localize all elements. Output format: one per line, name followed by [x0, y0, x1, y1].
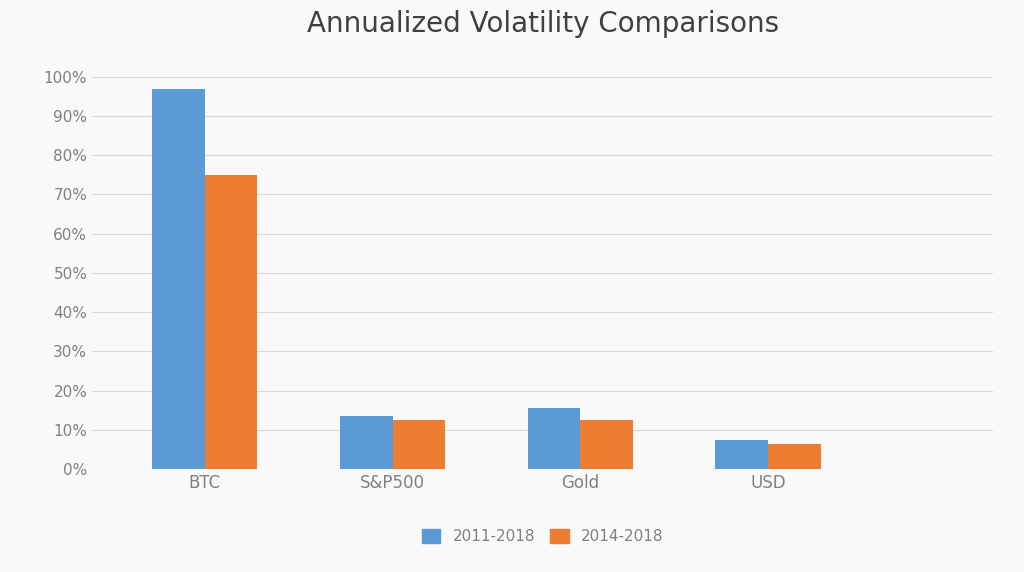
Title: Annualized Volatility Comparisons: Annualized Volatility Comparisons: [306, 10, 779, 38]
Bar: [392, 420, 445, 469]
Bar: [340, 416, 392, 469]
Bar: [153, 89, 205, 469]
Bar: [205, 175, 257, 469]
Bar: [581, 420, 633, 469]
Legend: 2011-2018, 2014-2018: 2011-2018, 2014-2018: [415, 522, 671, 552]
Bar: [527, 408, 581, 469]
Bar: [768, 443, 820, 469]
Bar: [716, 440, 768, 469]
